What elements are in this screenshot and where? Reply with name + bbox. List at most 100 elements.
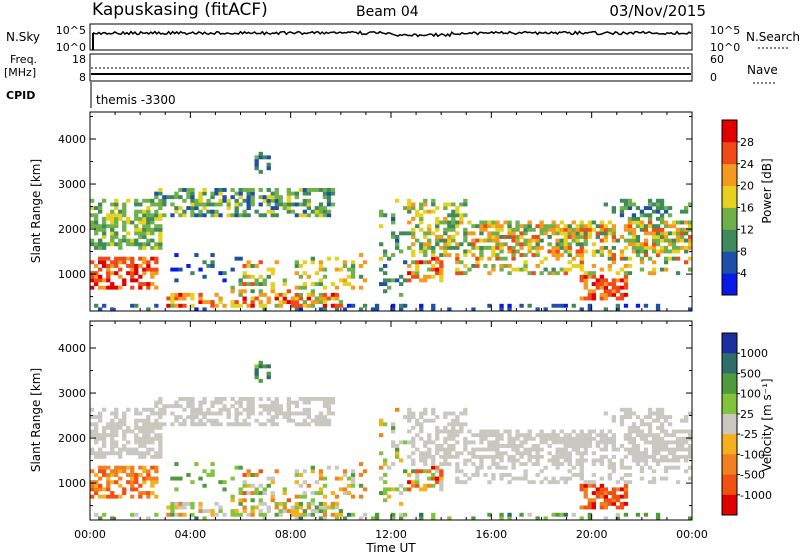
echo-cell <box>447 253 452 258</box>
echo-cell <box>407 206 412 211</box>
echo-cell <box>134 487 139 492</box>
echo-cell <box>643 245 649 250</box>
echo-cell <box>627 429 633 434</box>
echo-cell <box>90 483 95 488</box>
echo-cell <box>258 282 263 287</box>
echo-cell <box>615 487 621 492</box>
echo-cell <box>258 404 263 409</box>
echo-cell <box>154 451 159 456</box>
echo-cell <box>515 242 520 247</box>
echo-cell <box>262 198 267 203</box>
echo-cell <box>218 397 223 401</box>
echo-cell <box>435 476 440 481</box>
echo-cell <box>671 465 677 470</box>
echo-cell <box>399 491 404 496</box>
echo-cell <box>595 433 601 438</box>
echo-cell <box>350 285 356 290</box>
echo-cell <box>142 242 147 247</box>
echo-cell <box>579 256 584 261</box>
echo-cell <box>639 429 645 434</box>
echo-cell <box>603 444 609 448</box>
echo-cell <box>146 220 151 225</box>
echo-cell <box>210 509 215 514</box>
velocity-heatmap <box>90 360 693 521</box>
echo-cell <box>583 271 588 276</box>
echo-cell <box>595 249 601 254</box>
echo-cell <box>403 440 408 445</box>
echo-cell <box>603 202 609 207</box>
echo-cell <box>451 447 456 452</box>
echo-cell <box>350 494 356 499</box>
echo-cell <box>507 303 512 308</box>
echo-cell <box>342 260 348 265</box>
echo-cell <box>198 501 203 506</box>
echo-cell <box>326 404 332 409</box>
echo-cell <box>519 231 524 236</box>
echo-cell <box>519 444 524 448</box>
echo-cell <box>479 224 484 229</box>
echo-cell <box>555 458 560 463</box>
echo-cell <box>158 188 163 192</box>
echo-cell <box>607 289 613 294</box>
echo-cell <box>655 433 661 438</box>
echo-cell <box>435 451 440 456</box>
echo-cell <box>551 458 556 463</box>
echo-cell <box>274 501 279 506</box>
echo-cell <box>499 436 504 441</box>
echo-cell <box>684 220 689 225</box>
echo-cell <box>443 216 448 221</box>
echo-cell <box>399 292 404 297</box>
echo-cell <box>322 509 328 514</box>
echo-cell <box>675 245 681 250</box>
echo-cell <box>190 512 195 517</box>
echo-cell <box>218 480 223 485</box>
echo-cell <box>102 303 107 308</box>
echo-cell <box>282 415 287 420</box>
echo-cell <box>270 198 275 203</box>
echo-cell <box>258 397 263 401</box>
echo-cell <box>491 253 496 258</box>
echo-cell <box>186 473 191 477</box>
echo-cell <box>623 245 629 250</box>
echo-cell <box>431 512 436 517</box>
echo-cell <box>330 191 336 196</box>
echo-cell <box>435 433 440 438</box>
echo-cell <box>138 264 143 268</box>
echo-cell <box>579 487 584 492</box>
echo-cell <box>507 458 512 463</box>
echo-cell <box>310 300 316 305</box>
echo-cell <box>511 227 516 232</box>
echo-cell <box>210 418 215 423</box>
echo-cell <box>491 224 496 229</box>
echo-cell <box>575 227 580 232</box>
echo-cell <box>383 282 388 287</box>
echo-cell <box>439 220 444 225</box>
echo-cell <box>110 422 115 427</box>
echo-cell <box>403 260 408 265</box>
echo-cell <box>659 454 665 459</box>
echo-cell <box>599 436 605 441</box>
echo-cell <box>270 498 275 503</box>
echo-cell <box>330 292 336 297</box>
echo-cell <box>611 444 617 448</box>
echo-cell <box>579 429 584 434</box>
echo-cell <box>218 271 223 276</box>
echo-cell <box>523 473 528 477</box>
echo-cell <box>631 444 637 448</box>
echo-cell <box>447 245 452 250</box>
echo-cell <box>94 245 99 250</box>
echo-cell <box>463 458 468 463</box>
echo-cell <box>310 498 316 503</box>
echo-cell <box>511 454 516 459</box>
echo-cell <box>555 245 560 250</box>
echo-cell <box>186 400 191 405</box>
echo-cell <box>146 224 151 229</box>
echo-cell <box>463 227 468 232</box>
echo-cell <box>427 451 432 456</box>
echo-cell <box>134 422 139 427</box>
echo-cell <box>391 235 396 239</box>
echo-cell <box>114 415 119 420</box>
echo-cell <box>174 505 179 510</box>
echo-cell <box>559 220 564 225</box>
